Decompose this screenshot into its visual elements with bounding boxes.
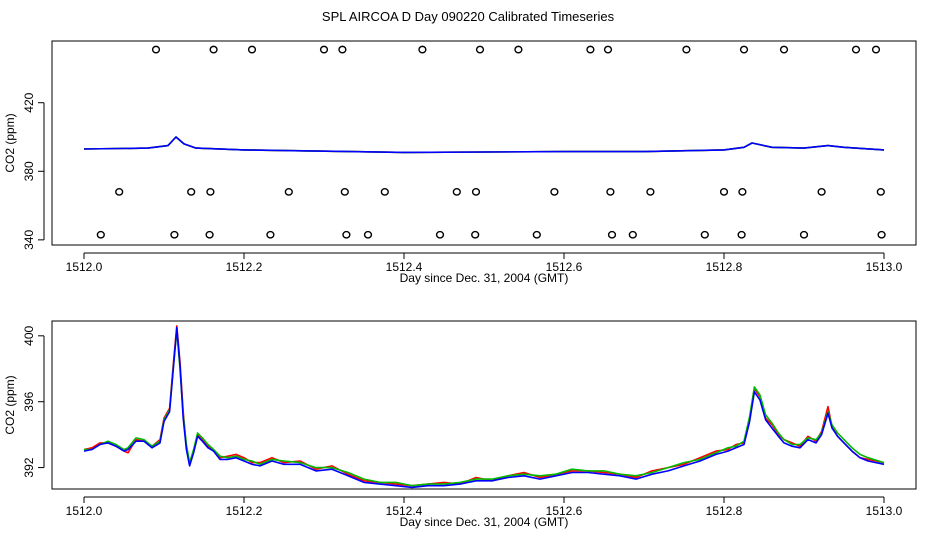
marker-point: [700, 230, 709, 239]
plot-frame: [51, 320, 917, 490]
marker-point: [550, 187, 559, 196]
marker-point: [851, 45, 861, 54]
marker-point: [532, 230, 541, 239]
x-tick-label: 1512.8: [706, 260, 743, 274]
y-tick-label: 392: [22, 457, 36, 477]
marker-point: [603, 45, 613, 54]
marker-point: [187, 187, 196, 196]
series-line-green: [84, 330, 885, 487]
marker-point: [319, 45, 329, 54]
marker-point: [682, 45, 691, 54]
x-axis-label: Day since Dec. 31, 2004 (GMT): [400, 271, 569, 285]
marker-point: [628, 230, 637, 239]
marker-point: [340, 187, 349, 196]
marker-point: [471, 187, 481, 196]
series-line-red: [83, 136, 885, 154]
x-axis-label: Day since Dec. 31, 2004 (GMT): [400, 515, 569, 529]
marker-point: [338, 45, 347, 54]
y-axis-label: CO2 (ppm): [3, 375, 17, 434]
x-tick-label: 1512.0: [66, 260, 103, 274]
panel-bottom: 1512.0 1512.2 1512.4 1512.6 1512.8 1513.0 Day …: [3, 320, 917, 529]
marker-point: [877, 230, 886, 239]
marker-point: [209, 45, 218, 54]
marker-point: [876, 187, 885, 196]
marker-point: [342, 230, 351, 239]
marker-point: [586, 45, 595, 54]
marker-point: [646, 187, 655, 196]
marker-point: [871, 45, 881, 54]
x-tick-label: 1513.0: [866, 504, 903, 518]
series-line-blue: [83, 326, 885, 489]
marker-point: [471, 230, 480, 239]
marker-point: [606, 187, 615, 196]
marker-point: [452, 187, 461, 196]
y-tick-label: 340: [22, 230, 36, 250]
x-tick-label: 1512.4: [386, 504, 423, 518]
marker-point: [96, 230, 105, 239]
x-tick-label: 1512.8: [706, 504, 743, 518]
marker-point: [435, 230, 445, 239]
marker-point: [514, 45, 523, 54]
plot-frame: [51, 40, 917, 246]
x-tick-label: 1512.4: [386, 260, 423, 274]
y-axis-label: CO2 (ppm): [3, 113, 17, 172]
marker-point: [418, 45, 427, 54]
y-tick-label: 380: [22, 161, 36, 181]
marker-point: [607, 230, 617, 239]
marker-point: [799, 230, 809, 239]
marker-point: [151, 45, 161, 54]
x-tick-label: 1512.2: [226, 260, 263, 274]
marker-point: [247, 45, 257, 54]
chart-title: SPL AIRCOA D Day 090220 Calibrated Times…: [321, 9, 615, 24]
marker-point: [779, 45, 789, 54]
x-tick-label: 1512.6: [546, 504, 583, 518]
marker-point: [719, 187, 729, 196]
marker-point: [738, 187, 747, 196]
panel-top: 1512.0 1512.2 1512.4 1512.6 1512.8 1513.0 Day …: [3, 40, 917, 285]
y-tick-label: 420: [22, 92, 36, 112]
x-tick-label: 1512.6: [546, 260, 583, 274]
marker-point: [380, 187, 389, 196]
plot-area: [83, 325, 885, 489]
marker-point: [363, 230, 373, 239]
series-line-blue: [83, 136, 885, 154]
x-tick-label: 1512.2: [226, 504, 263, 518]
marker-point: [170, 230, 179, 239]
marker-point: [266, 230, 275, 239]
marker-point: [739, 45, 749, 54]
marker-point: [115, 187, 124, 196]
marker-point: [737, 230, 746, 239]
plot-area: [83, 45, 886, 239]
x-tick-label: 1512.0: [66, 504, 103, 518]
y-tick-label: 396: [22, 391, 36, 411]
marker-point: [817, 187, 826, 196]
marker-point: [206, 187, 215, 196]
x-tick-label: 1513.0: [866, 260, 903, 274]
series-line-red: [83, 325, 885, 487]
series-line-green: [83, 136, 885, 154]
marker-point: [475, 45, 485, 54]
marker-point: [284, 187, 293, 196]
marker-point: [205, 230, 214, 239]
y-tick-label: 400: [22, 325, 36, 345]
